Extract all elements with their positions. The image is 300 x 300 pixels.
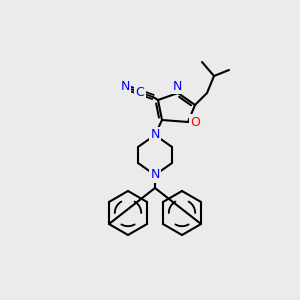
Text: O: O [190,116,200,128]
Text: N: N [150,169,160,182]
Text: N: N [150,128,160,142]
Text: N: N [120,80,130,94]
Text: C: C [136,86,144,100]
Text: N: N [172,80,182,92]
